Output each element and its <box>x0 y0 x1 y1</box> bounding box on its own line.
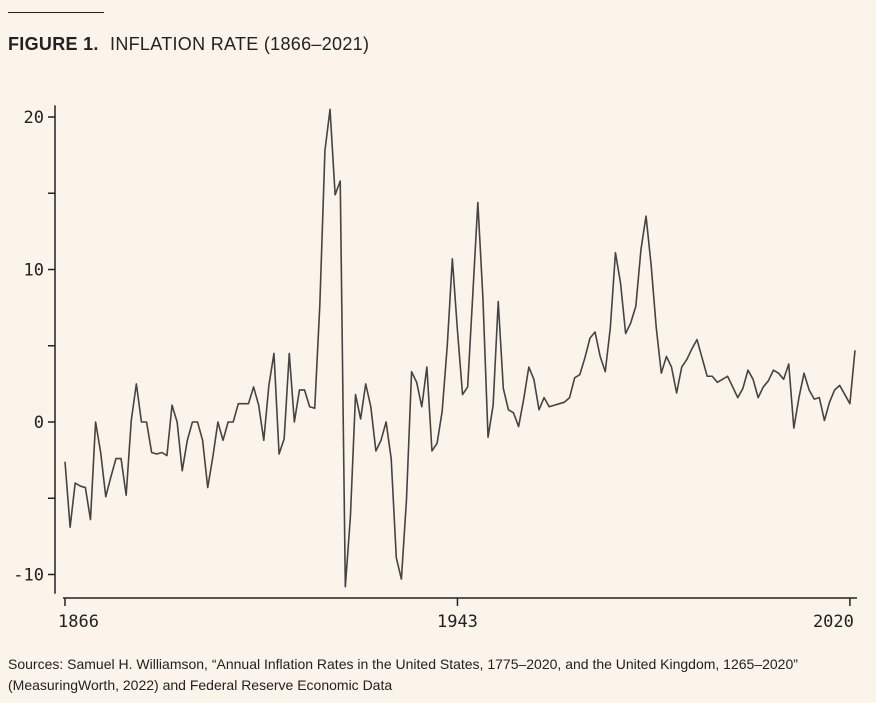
inflation-line-chart: -10 0 10 20 1866 1943 2020 <box>13 105 857 632</box>
y-tick-label: 0 <box>34 413 44 433</box>
figure-title: FIGURE 1. INFLATION RATE (1866–2021) <box>8 34 369 55</box>
top-rule <box>8 12 104 13</box>
y-tick-label: 20 <box>24 108 44 128</box>
x-axis: 1866 1943 2020 <box>58 597 857 632</box>
data-points <box>65 109 855 586</box>
source-note: Sources: Samuel H. Williamson, “Annual I… <box>8 656 798 693</box>
y-tick-label: 10 <box>24 261 44 281</box>
y-tick-label: -10 <box>13 566 44 586</box>
series-line <box>64 108 856 588</box>
figure-label: FIGURE 1. <box>8 34 99 54</box>
x-tick-label: 2020 <box>813 612 854 632</box>
x-tick-label: 1943 <box>437 612 478 632</box>
x-tick-label: 1866 <box>58 612 99 632</box>
y-axis: -10 0 10 20 <box>13 105 56 594</box>
figure-title-text: INFLATION RATE (1866–2021) <box>110 34 370 54</box>
